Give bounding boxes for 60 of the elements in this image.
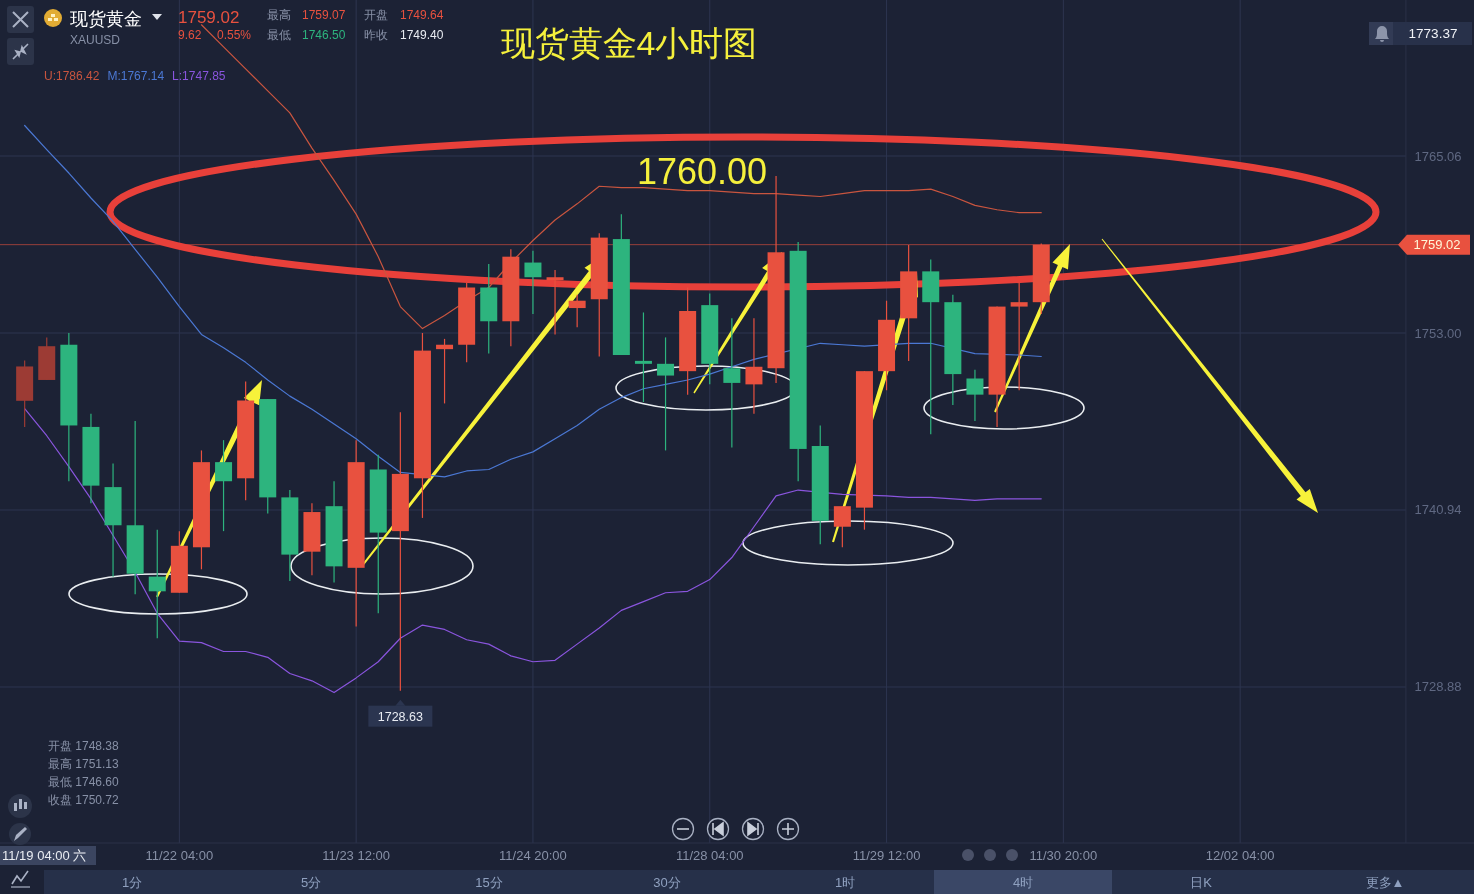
text: 11/19 04:00 六 xyxy=(2,848,87,863)
x-tick-label: 11/29 12:00 xyxy=(852,848,921,863)
line-series xyxy=(24,124,1042,478)
annotation: 1749.64 xyxy=(400,8,444,22)
x-tick-label: 11/30 20:00 xyxy=(1029,848,1098,863)
candlestick xyxy=(568,294,586,328)
y-tick-label: 1728.88 xyxy=(1414,679,1462,695)
candlestick xyxy=(215,439,233,532)
text: M:1767.14 xyxy=(107,69,165,83)
ref-line-label: 1759.02 xyxy=(1413,237,1461,253)
text: 15分 xyxy=(475,875,503,890)
text: 1时 xyxy=(834,875,856,890)
annotation: 最高 xyxy=(267,8,291,22)
candlestick xyxy=(436,338,454,405)
annotation: 1760.00 xyxy=(636,151,768,192)
text: 更多▲ xyxy=(1365,875,1405,890)
candlestick xyxy=(634,311,652,403)
annotation: 0.55% xyxy=(217,28,252,42)
annotation: 最低 xyxy=(267,28,291,42)
candlestick xyxy=(148,529,166,639)
x-tick-label: 11/23 12:00 xyxy=(322,848,391,863)
annotation: 1728.63 xyxy=(377,709,423,724)
candlestick xyxy=(524,250,542,315)
annotation: 收盘 1750.72 xyxy=(48,793,120,807)
text: 日K xyxy=(1190,875,1213,890)
candlestick xyxy=(723,317,741,449)
candlestick xyxy=(546,269,564,336)
x-tick-label: 11/24 20:00 xyxy=(499,848,567,863)
line-series xyxy=(24,407,1042,694)
annotation: 9.62 xyxy=(178,28,202,42)
x-tick-label: 11/28 04:00 xyxy=(675,848,744,863)
text: 1分 xyxy=(121,875,143,890)
annotation: 昨收 xyxy=(364,28,388,42)
text: 1773.37 xyxy=(1408,26,1458,41)
y-tick-label: 1740.94 xyxy=(1414,502,1462,518)
candlestick xyxy=(833,505,851,548)
candlestick xyxy=(966,369,984,422)
text: 4时 xyxy=(1012,875,1034,890)
annotation: 1749.40 xyxy=(400,28,444,42)
annotation: 最高 1751.13 xyxy=(48,757,120,771)
candlestick xyxy=(1010,282,1028,391)
annotation: XAUUSD xyxy=(70,33,121,47)
annotation: 开盘 xyxy=(364,8,388,22)
y-tick-label: 1765.06 xyxy=(1414,148,1462,164)
x-tick-label: 11/22 04:00 xyxy=(145,848,214,863)
x-tick-label: 12/02 04:00 xyxy=(1205,848,1275,863)
annotation: 现货黄金 xyxy=(70,9,142,29)
text: 现货黄金4小时图 xyxy=(500,24,758,62)
annotation: 最低 1746.60 xyxy=(48,775,120,789)
annotation: 开盘 1748.38 xyxy=(48,739,120,753)
text: U:1786.42 xyxy=(44,69,100,83)
candlestick xyxy=(657,336,675,452)
text: 30分 xyxy=(653,875,681,890)
annotation: 1759.07 xyxy=(302,8,346,22)
y-tick-label: 1753.00 xyxy=(1414,325,1462,341)
text: L:1747.85 xyxy=(172,69,226,83)
annotation: 1759.02 xyxy=(178,8,240,27)
annotation: 1746.50 xyxy=(302,28,346,42)
text: 5分 xyxy=(300,875,322,890)
candlestick xyxy=(745,317,763,415)
